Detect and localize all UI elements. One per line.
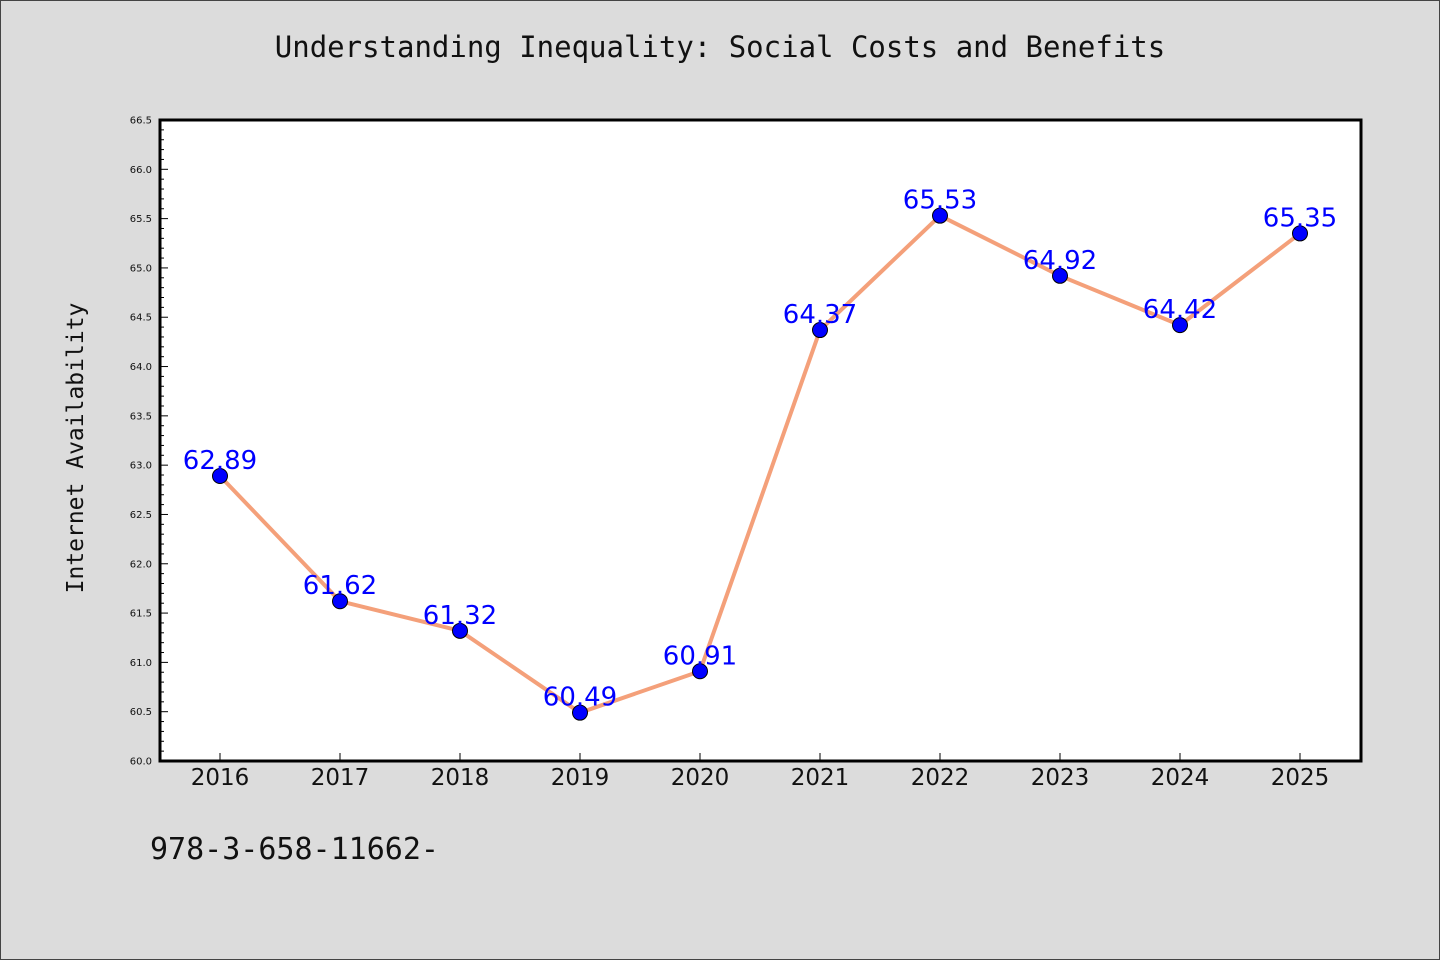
data-label: 64.42 [1143,295,1217,325]
data-markers [212,207,1308,721]
data-label: 61.62 [303,571,377,601]
series-line-group [218,213,1302,715]
plot-area [158,118,1363,763]
y-tick-label: 60.0 [130,757,152,768]
data-point [332,593,348,610]
x-tick-label: 2019 [551,765,610,791]
data-point [452,622,468,639]
data-point [1172,317,1188,334]
x-tick-label: 2024 [1151,765,1210,791]
y-axis: 60.0 60.5 61.0 61.5 62.0 62.5 63.0 63.5 64.0 64.5… [130,116,168,768]
y-tick-label: 64.0 [130,362,152,373]
footnote-isbn: 978-3-658-11662- [150,832,439,867]
data-label: 64.92 [1023,246,1097,276]
data-labels: 62.89 61.62 61.32 60.49 60.91 64.37 65.53 64.92… [183,186,1337,713]
y-tick-label: 61.5 [130,609,152,620]
x-axis: 2016 2017 2018 2019 2020 2021 2022 2023 2024 2025 [191,753,1330,791]
data-label: 65.35 [1263,203,1337,233]
x-tick-label: 2018 [431,765,490,791]
y-tick-label: 60.5 [130,707,152,718]
series-line [218,213,1302,715]
data-point [572,704,588,721]
data-point [812,322,828,339]
data-label: 62.89 [183,446,257,476]
x-tick-label: 2022 [911,765,970,791]
data-point [1052,267,1068,284]
x-tick-label: 2017 [311,765,370,791]
data-point [1292,225,1308,242]
y-tick-label: 64.5 [130,313,152,324]
data-label: 61.32 [423,601,497,631]
x-tick-label: 2021 [791,765,850,791]
data-label: 60.91 [663,641,737,671]
data-point [932,207,948,224]
y-tick-label: 62.5 [130,510,152,521]
y-tick-label: 63.5 [130,411,152,422]
y-tick-label: 65.5 [130,214,152,225]
data-label: 64.37 [783,300,857,330]
x-tick-label: 2025 [1271,765,1330,791]
x-tick-label: 2023 [1031,765,1090,791]
data-label: 60.49 [543,683,617,713]
x-tick-label: 2020 [671,765,730,791]
y-tick-label: 65.0 [130,263,152,274]
chart-title: Understanding Inequality: Social Costs a… [274,30,1166,64]
y-tick-label: 61.0 [130,658,152,669]
y-tick-label: 66.5 [130,116,152,127]
y-tick-label: 66.0 [130,165,152,176]
x-tick-label: 2016 [191,765,250,791]
y-tick-label: 63.0 [130,461,152,472]
data-label: 65.53 [903,186,977,216]
data-point [692,663,708,680]
data-point [212,468,228,485]
y-tick-label: 62.0 [130,559,152,570]
